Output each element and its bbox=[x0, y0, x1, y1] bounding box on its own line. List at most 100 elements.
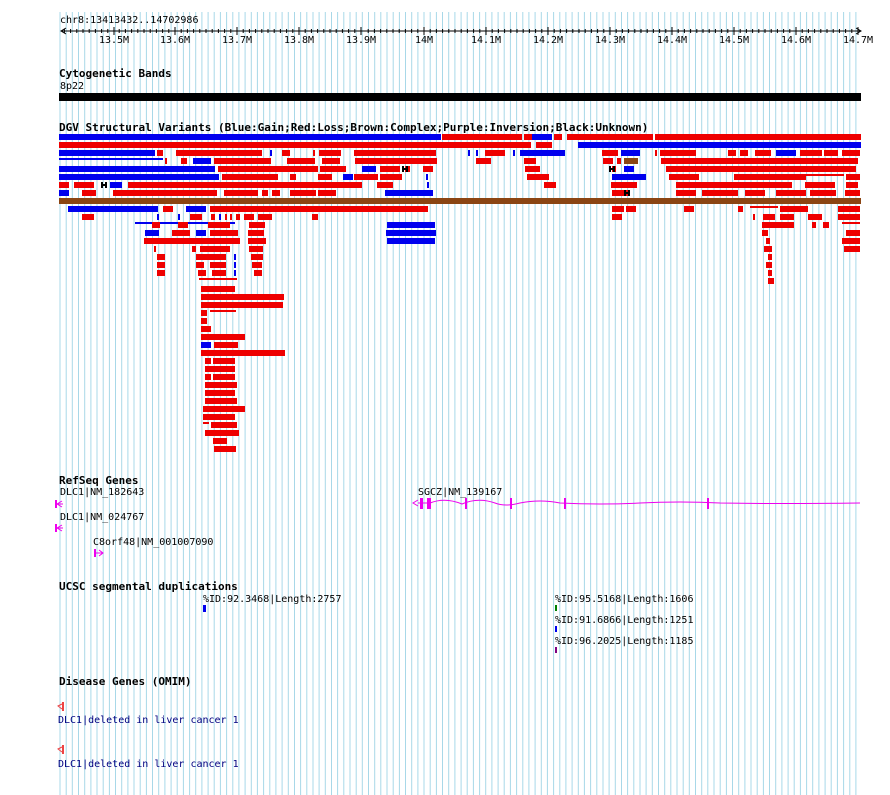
dgv-variant bbox=[457, 134, 522, 140]
ruler-tick-label: 14.2M bbox=[532, 35, 564, 46]
dgv-variant bbox=[248, 230, 264, 236]
dgv-variant bbox=[320, 166, 346, 172]
refseq-gene-glyphs[interactable] bbox=[0, 495, 890, 560]
ruler-tick-label: 14.6M bbox=[780, 35, 812, 46]
dgv-variant bbox=[210, 310, 236, 312]
dgv-variant bbox=[728, 150, 736, 156]
dgv-variant bbox=[74, 182, 94, 188]
dgv-variant bbox=[152, 222, 160, 228]
segdup-label-2[interactable]: %ID:95.5168|Length:1606 bbox=[555, 594, 694, 605]
dgv-variant bbox=[766, 238, 770, 244]
dgv-variant bbox=[734, 174, 806, 180]
dgv-variant bbox=[427, 182, 429, 188]
dgv-variant bbox=[442, 134, 457, 140]
dgv-variant bbox=[205, 382, 237, 388]
dgv-variant bbox=[211, 422, 237, 428]
dgv-variant bbox=[612, 174, 646, 180]
dgv-variant bbox=[423, 166, 433, 172]
dgv-variant bbox=[805, 182, 835, 188]
dgv-variant bbox=[165, 158, 167, 164]
dgv-variant bbox=[602, 150, 618, 156]
dgv-variant bbox=[380, 174, 402, 180]
dgv-variant bbox=[157, 270, 165, 276]
segdup-mark-1[interactable] bbox=[203, 605, 206, 612]
dgv-variant bbox=[157, 254, 165, 260]
dgv-variant bbox=[203, 406, 245, 412]
dgv-variant bbox=[808, 214, 822, 220]
dgv-variant bbox=[128, 182, 362, 188]
dgv-variant bbox=[199, 278, 237, 280]
dgv-variant bbox=[612, 190, 630, 196]
dgv-variant bbox=[838, 206, 860, 212]
dgv-variant bbox=[249, 246, 263, 252]
dgv-variant bbox=[426, 174, 428, 180]
gene-glyph-sgcz bbox=[412, 498, 861, 509]
dgv-variant bbox=[764, 246, 772, 252]
gene-label-c8orf48[interactable]: C8orf48|NM_001007090 bbox=[93, 537, 214, 548]
dgv-variant bbox=[214, 446, 236, 452]
dgv-variant bbox=[201, 302, 283, 308]
omim-glyphs[interactable] bbox=[0, 700, 80, 760]
dgv-variant bbox=[82, 214, 94, 220]
segdup-mark-2[interactable] bbox=[555, 605, 557, 611]
dgv-variant bbox=[205, 390, 235, 396]
dgv-variant bbox=[201, 286, 235, 292]
dgv-variant bbox=[810, 190, 836, 196]
dgv-variant bbox=[525, 166, 540, 172]
dgv-variant bbox=[476, 158, 491, 164]
dgv-variant bbox=[224, 190, 258, 196]
dgv-variant bbox=[666, 166, 856, 172]
dgv-variant bbox=[290, 174, 296, 180]
ruler[interactable] bbox=[0, 0, 890, 60]
dgv-variant bbox=[621, 150, 640, 156]
dgv-variant bbox=[236, 214, 240, 220]
dgv-variant bbox=[567, 134, 653, 140]
dgv-variant bbox=[355, 158, 437, 164]
dgv-variant bbox=[527, 174, 549, 180]
dgv-variant bbox=[210, 206, 428, 212]
dgv-variant bbox=[262, 190, 268, 196]
dgv-variant bbox=[702, 190, 738, 196]
dgv-variant bbox=[59, 182, 69, 188]
ruler-tick-label: 14.5M bbox=[718, 35, 750, 46]
dgv-variant bbox=[59, 142, 531, 148]
omim-label-2[interactable]: DLC1|deleted in liver cancer 1 bbox=[58, 759, 239, 770]
dgv-variant bbox=[676, 190, 696, 196]
ruler-tick-label: 14.1M bbox=[470, 35, 502, 46]
gene-label-dlc1-2[interactable]: DLC1|NM_024767 bbox=[60, 512, 145, 523]
segdup-label-1[interactable]: %ID:92.3468|Length:2757 bbox=[203, 594, 342, 605]
gene-glyph-dlc1-1 bbox=[55, 500, 63, 508]
dgv-variant bbox=[172, 230, 190, 236]
gene-glyph-c8orf48 bbox=[94, 549, 104, 557]
dgv-variant bbox=[219, 214, 221, 220]
dgv-variant bbox=[354, 150, 436, 156]
ruler-tick-label: 14.4M bbox=[656, 35, 688, 46]
dgv-variant bbox=[768, 270, 772, 276]
dgv-variant bbox=[387, 238, 435, 244]
dgv-variant bbox=[178, 214, 180, 220]
dgv-variant bbox=[201, 318, 207, 324]
gene-label-sgcz[interactable]: SGCZ|NM_139167 bbox=[418, 487, 503, 498]
dgv-variant bbox=[776, 190, 806, 196]
dgv-variant bbox=[824, 150, 838, 156]
segdup-mark-4[interactable] bbox=[555, 647, 557, 653]
cytoband-bar[interactable] bbox=[59, 93, 861, 101]
dgv-variant bbox=[157, 262, 165, 268]
dgv-variant bbox=[624, 166, 634, 172]
dgv-variant bbox=[823, 222, 829, 228]
ruler-tick-label: 14.3M bbox=[594, 35, 626, 46]
dgv-track-title: DGV Structural Variants (Blue:Gain;Red:L… bbox=[59, 121, 649, 134]
dgv-variant bbox=[362, 166, 376, 172]
dgv-variant bbox=[313, 150, 315, 156]
dgv-variant bbox=[196, 262, 204, 268]
omim-label-1[interactable]: DLC1|deleted in liver cancer 1 bbox=[58, 715, 239, 726]
gene-label-dlc1-1[interactable]: DLC1|NM_182643 bbox=[60, 487, 145, 498]
segdup-label-4[interactable]: %ID:96.2025|Length:1185 bbox=[555, 636, 694, 647]
segdup-label-3[interactable]: %ID:91.6866|Length:1251 bbox=[555, 615, 694, 626]
dgv-variant bbox=[763, 214, 775, 220]
dgv-variant bbox=[205, 398, 237, 404]
segdup-mark-3[interactable] bbox=[555, 626, 557, 632]
locus-label: chr8:13413432..14702986 bbox=[60, 15, 199, 26]
dgv-variant bbox=[201, 310, 207, 316]
